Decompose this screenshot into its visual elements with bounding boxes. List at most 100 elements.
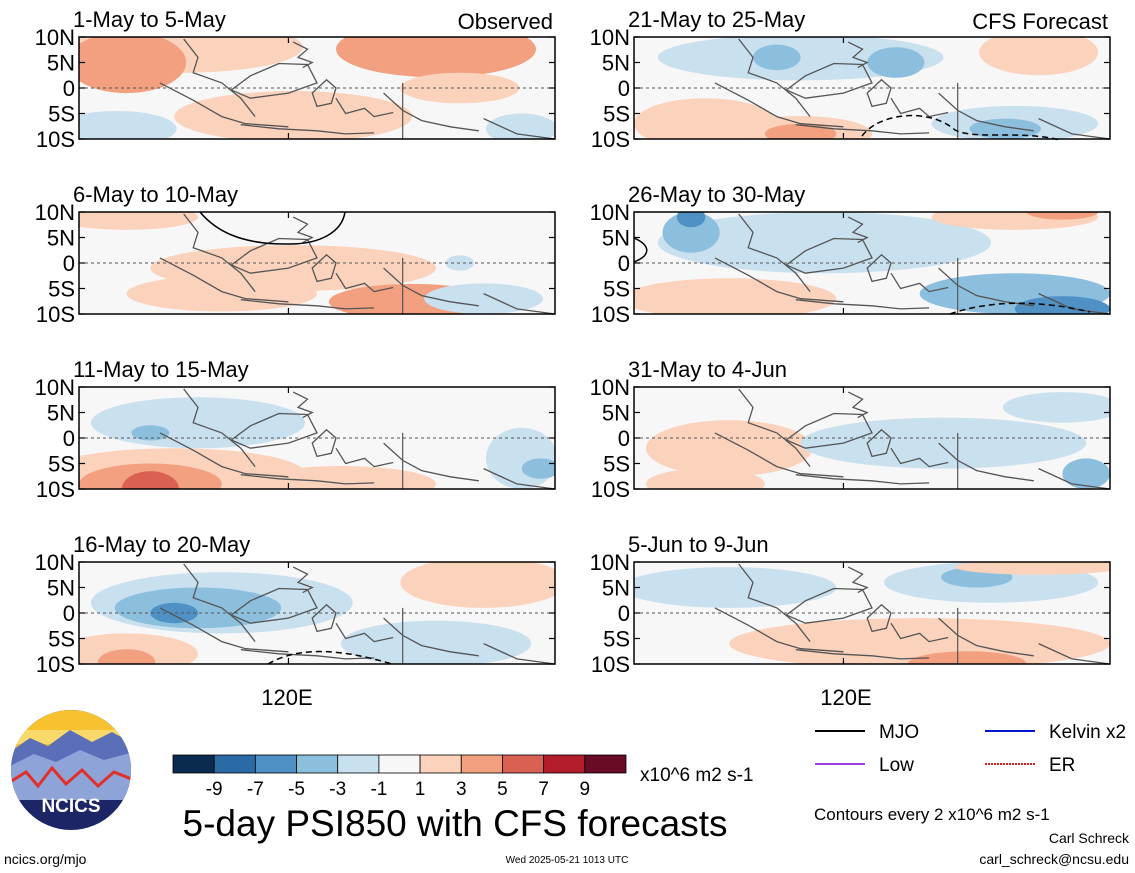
coastline [292,391,314,419]
anomaly-shading [245,466,436,489]
lat-label: 0 [63,251,75,276]
coastline [866,78,892,108]
lat-label: 10S [36,652,75,677]
lat-label: 0 [63,76,75,101]
mjo-contour [633,237,648,263]
lat-label: 5N [602,226,630,251]
anomaly-shading [150,602,198,624]
coastline [785,62,873,99]
lat-label: 5S [603,452,630,477]
colorbar-label: -9 [206,779,223,800]
coastline [311,428,337,458]
anomaly-shading [676,212,706,228]
panel-title: 6-May to 10-May [73,182,238,207]
coastline [292,41,314,69]
panel-tag: CFS Forecast [972,9,1108,34]
colorbar-swatch [337,754,380,774]
anomaly-shading [1002,392,1110,423]
coastline [311,253,337,283]
colorbar-label: 9 [580,779,591,800]
lon-label-right: 120E [820,685,871,710]
coastline [890,447,949,468]
anomaly-shading [1014,296,1110,314]
anomaly-shading [1062,458,1110,489]
lat-label: 5N [47,226,75,251]
lat-label: 10S [591,652,630,677]
coastline [847,391,869,419]
coastline [230,412,318,449]
coastline [938,442,1034,482]
panel-title: 11-May to 15-May [73,357,249,382]
panel-tag: Observed [458,9,553,34]
anomaly-shading [400,562,555,608]
coastline [335,272,394,293]
panel-title: 16-May to 20-May [73,532,250,557]
coastline [890,97,949,118]
lat-label: 0 [618,601,630,626]
coastline [866,603,892,633]
anomaly-shading [645,420,813,477]
coastline [159,257,289,303]
lat-label: 5N [47,576,75,601]
coastline [714,607,844,653]
lat-label: 10N [590,375,630,400]
lat-label: 10S [591,302,630,327]
anomaly-shading [907,651,1027,664]
coastline [785,587,873,624]
coastline [795,649,930,660]
coastline [847,566,869,594]
lat-label: 10S [36,127,75,152]
anomaly-shading [90,397,306,449]
lat-label: 5S [603,627,630,652]
coastline [383,617,479,657]
anomaly-shading [79,110,177,139]
lat-label: 5S [603,102,630,127]
colorbar-units: x10^6 m2 s-1 [640,765,753,786]
anomaly-shading [634,278,837,314]
lat-label: 5S [48,102,75,127]
colorbar-label: -1 [370,779,387,800]
author-name: Carl Schreck [1049,830,1130,846]
anomaly-shading [1026,212,1099,220]
anomaly-shading [867,47,925,78]
coastline [847,216,869,244]
coastline [1038,468,1110,489]
colorbar-label: 3 [456,779,467,800]
lat-label: 0 [63,601,75,626]
panel-title: 5-Jun to 9-Jun [628,532,769,557]
colorbar-swatch [254,754,297,774]
mjo-contour [949,302,1091,315]
lat-label: 0 [618,251,630,276]
coastline [383,442,479,482]
panel-title: 26-May to 30-May [628,182,805,207]
anomaly-shading [79,212,198,230]
lat-label: 10S [36,302,75,327]
coastline [230,237,318,274]
lat-label: 10N [590,200,630,225]
mjo-contour [861,114,1061,141]
anomaly-shading [753,44,801,71]
coastline [383,267,479,307]
anomaly-shading [979,37,1099,76]
legend-label: ER [1049,755,1075,776]
lat-label: 10N [35,375,75,400]
coastline [738,38,811,117]
mjo-contour [199,211,346,245]
anomaly-shading [485,113,555,139]
coastline [335,97,394,118]
lat-label: 10N [590,25,630,50]
lat-label: 10N [590,550,630,575]
coastline [240,124,375,135]
anomaly-shading [131,425,170,441]
coastline [311,603,337,633]
coastline [183,388,256,467]
coastline [866,428,892,458]
lat-label: 5S [603,277,630,302]
